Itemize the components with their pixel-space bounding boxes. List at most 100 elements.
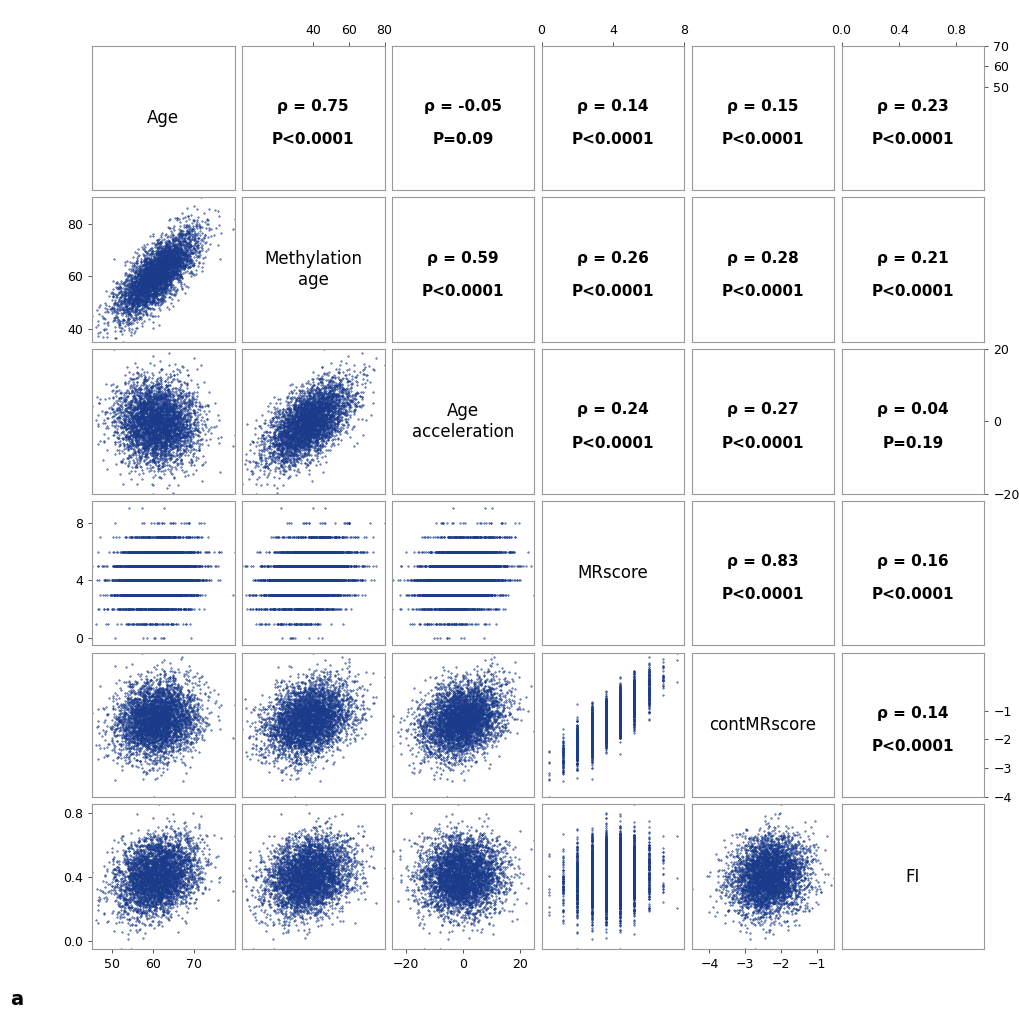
Point [315, 889, 331, 905]
Point [611, 726, 628, 742]
Point [414, 601, 430, 617]
Point [137, 421, 153, 437]
Point [114, 736, 130, 752]
Point [316, 865, 332, 881]
Point [276, 572, 292, 589]
Point [472, 838, 488, 855]
Point [301, 558, 317, 574]
Point [332, 413, 348, 429]
Point [434, 724, 450, 740]
Point [305, 420, 321, 436]
Point [183, 252, 200, 268]
Point [463, 728, 479, 744]
Point [438, 558, 454, 574]
Point [155, 266, 171, 282]
Point [124, 543, 141, 559]
Point [311, 558, 327, 574]
Point [139, 288, 155, 304]
Point [784, 825, 800, 841]
Point [162, 413, 178, 429]
Point [299, 457, 315, 473]
Point [149, 380, 165, 396]
Point [289, 447, 306, 463]
Point [768, 844, 785, 861]
Point [460, 713, 476, 729]
Point [415, 897, 431, 914]
Point [279, 437, 296, 454]
Point [597, 842, 613, 859]
Point [626, 705, 642, 722]
Point [293, 543, 310, 559]
Point [463, 819, 479, 835]
Point [471, 515, 487, 531]
Point [300, 543, 316, 559]
Point [304, 712, 320, 728]
Point [301, 730, 317, 746]
Point [276, 749, 292, 765]
Point [771, 876, 788, 892]
Point [160, 735, 176, 751]
Point [464, 894, 480, 910]
Point [104, 904, 120, 921]
Point [176, 394, 193, 410]
Point [436, 713, 452, 729]
Point [141, 401, 157, 417]
Point [169, 543, 185, 559]
Point [165, 407, 181, 423]
Point [309, 421, 325, 437]
Point [428, 572, 444, 589]
Point [144, 871, 160, 887]
Point [323, 685, 339, 701]
Point [121, 413, 138, 429]
Point [172, 218, 189, 234]
Point [453, 870, 470, 886]
Point [146, 734, 162, 750]
Point [287, 558, 304, 574]
Point [170, 226, 186, 243]
Point [299, 558, 315, 574]
Point [311, 880, 327, 896]
Point [152, 601, 168, 617]
Point [406, 858, 422, 874]
Point [597, 715, 613, 731]
Point [597, 686, 613, 702]
Point [597, 733, 613, 749]
Point [322, 572, 338, 589]
Point [169, 705, 185, 722]
Point [138, 703, 154, 720]
Point [304, 713, 320, 729]
Point [292, 543, 309, 559]
Point [438, 870, 454, 886]
Point [263, 572, 279, 589]
Point [597, 699, 613, 716]
Point [311, 587, 327, 603]
Point [157, 601, 173, 617]
Point [316, 543, 332, 559]
Point [475, 690, 491, 706]
Point [482, 707, 498, 724]
Point [289, 702, 306, 719]
Point [597, 863, 613, 879]
Point [301, 428, 317, 445]
Point [271, 450, 287, 466]
Point [303, 719, 319, 735]
Point [130, 860, 147, 876]
Point [157, 270, 173, 286]
Point [266, 739, 282, 755]
Point [157, 558, 173, 574]
Point [297, 872, 313, 888]
Point [611, 712, 628, 728]
Point [748, 894, 764, 910]
Point [422, 865, 438, 881]
Point [307, 404, 323, 420]
Point [626, 674, 642, 690]
Point [361, 700, 377, 717]
Point [119, 304, 136, 321]
Point [149, 422, 165, 438]
Point [284, 543, 301, 559]
Point [283, 885, 300, 901]
Point [466, 871, 482, 887]
Point [293, 718, 310, 734]
Point [121, 730, 138, 746]
Point [738, 894, 754, 910]
